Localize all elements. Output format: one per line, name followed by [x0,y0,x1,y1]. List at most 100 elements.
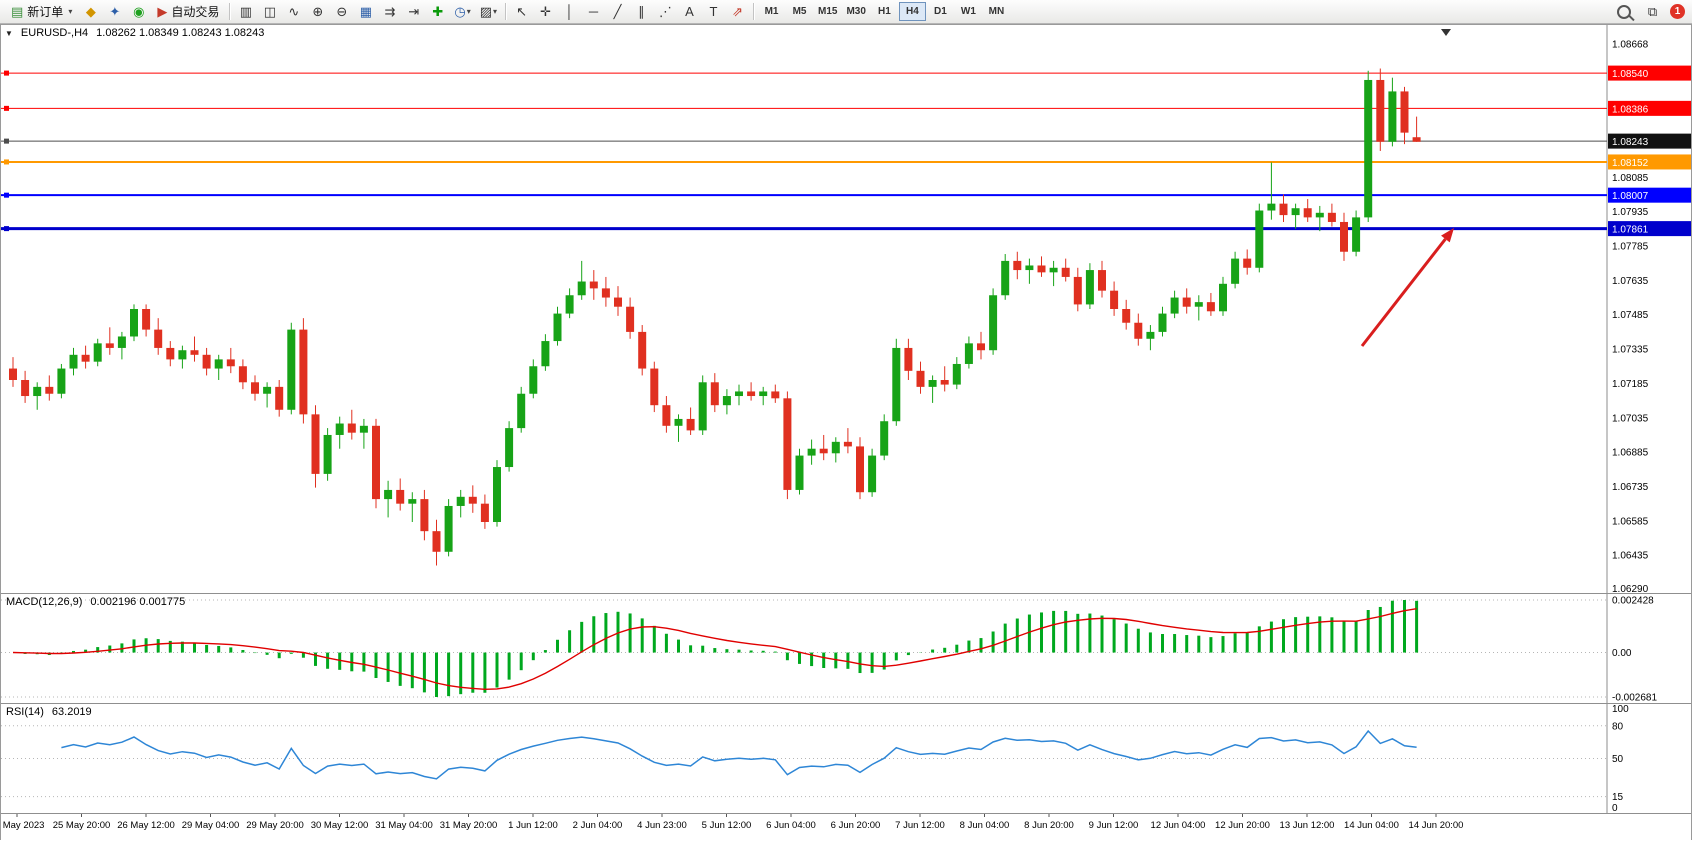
chart-shift-button[interactable]: ⇥ [402,1,425,22]
macd-axis-label: 0.002428 [1612,596,1654,607]
time-axis-label: 4 Jun 23:00 [637,820,687,831]
price-axis-label: 1.06290 [1612,584,1649,593]
chevron-down-icon: ▾ [68,7,73,16]
terminal-icon: ◉ [133,4,145,19]
autotrading-button[interactable]: ▶ 自动交易 [151,1,225,22]
line-chart-button[interactable]: ∿ [282,1,305,22]
time-axis-label: 9 Jun 12:00 [1089,820,1139,831]
navigator-button[interactable]: ✦ [103,1,126,22]
text-tool-button[interactable]: A [678,1,701,22]
time-axis-label: 25 May 20:00 [53,820,111,831]
timeframe-m5-button[interactable]: M5 [786,2,813,21]
indicators-icon: ✚ [432,4,444,19]
timeframe-w1-button[interactable]: W1 [955,2,982,21]
time-axis-label: 1 Jun 12:00 [508,820,558,831]
panel-divider-macd[interactable] [1,593,1691,594]
zoom-out-button[interactable]: ⊖ [330,1,353,22]
price-axis-label: 1.07335 [1612,345,1649,356]
chart-menu-caret-icon[interactable]: ▼ [5,28,13,38]
time-axis-label: 14 Jun 04:00 [1344,820,1399,831]
bar-chart-button[interactable]: ▥ [234,1,257,22]
time-axis-label: 2 Jun 04:00 [573,820,623,831]
main-chart-canvas[interactable]: 1.08668 1.08085 1.07935 1.07785 1.07635 1.074… [1,25,1691,593]
symbol-timeframe-label: EURUSD-,H4 [20,27,89,39]
autotrading-label: 自动交易 [171,5,220,19]
resistance-line-2[interactable]: 1.08386 [1,100,1691,116]
fibonacci-button[interactable]: ⋰ [654,1,677,22]
terminal-button[interactable]: ◉ [127,1,150,22]
support-line-1[interactable]: 1.08007 [1,187,1691,203]
resistance-line-1[interactable]: 1.08540 [1,65,1691,81]
support-line-2[interactable]: 1.07861 [1,221,1691,237]
pivot-line[interactable]: 1.08152 [1,154,1691,170]
price-axis-label: 1.07485 [1612,310,1649,321]
time-axis[interactable]: 25 May 2023 25 May 20:00 26 May 12:00 29 Ma… [0,813,1691,842]
line-handle[interactable] [4,192,9,198]
line-handle[interactable] [4,138,9,144]
price-axis-label: 1.08668 [1612,39,1649,50]
templates-button[interactable]: ▨ ▾ [476,1,501,22]
line-handle[interactable] [4,105,9,111]
time-axis-label: 13 Jun 12:00 [1280,820,1335,831]
line-handle[interactable] [4,159,9,165]
new-order-icon: ▤ [11,4,24,19]
equidistant-channel-button[interactable]: ∥ [630,1,653,22]
timeframe-m30-button[interactable]: M30 [842,2,869,21]
chevron-down-icon: ▾ [466,7,471,16]
arrow-tool-button[interactable]: ⇗ [726,1,749,22]
time-axis-label: 31 May 20:00 [440,820,498,831]
bar-chart-icon: ▥ [239,4,252,19]
crosshair-icon: ✛ [540,4,551,19]
candlestick-chart-button[interactable]: ◫ [258,1,281,22]
line-handle[interactable] [4,70,9,76]
trendline-button[interactable]: ╱ [606,1,629,22]
price-axis-label: 1.07785 [1612,242,1649,253]
rsi-axis-label: 50 [1612,754,1624,765]
chart-shift-marker[interactable] [1441,29,1451,36]
crosshair-button[interactable]: ✛ [534,1,557,22]
timeframe-m15-button[interactable]: M15 [814,2,841,21]
periods-button[interactable]: ◷ ▾ [450,1,474,22]
panel-divider-rsi[interactable] [1,703,1691,704]
timeframe-mn-button[interactable]: MN [983,2,1010,21]
time-axis-label: 5 Jun 12:00 [702,820,752,831]
line-handle[interactable] [4,226,9,232]
bid-price-line[interactable]: 1.08243 [1,133,1691,149]
macd-canvas[interactable]: 0.002428 0.00 -0.002681 [1,594,1691,703]
cursor-button[interactable]: ↖ [510,1,533,22]
notification-badge[interactable]: 1 [1670,4,1685,19]
vertical-line-icon: │ [565,4,574,19]
price-axis-label: 1.06585 [1612,516,1649,527]
indicators-button[interactable]: ✚ [426,1,449,22]
timeframe-toolbar-group: M1 M5 M15 M30 H1 H4 D1 W1 MN [758,2,1010,21]
timeframe-m1-button[interactable]: M1 [758,2,785,21]
horizontal-line-button[interactable]: ─ [582,1,605,22]
toolbar-separator [753,3,755,20]
tile-windows-button[interactable]: ▦ [354,1,377,22]
new-order-label: 新订单 [27,5,64,19]
trend-arrow[interactable] [1360,228,1454,347]
auto-scroll-button[interactable]: ⇉ [378,1,401,22]
price-axis-label: 1.06735 [1612,482,1649,493]
zoom-in-button[interactable]: ⊕ [306,1,329,22]
rsi-axis-label: 15 [1612,792,1624,803]
search-button[interactable] [1612,1,1635,22]
timeframe-d1-button[interactable]: D1 [927,2,954,21]
label-tool-button[interactable]: T [702,1,725,22]
price-axis-label: 1.07035 [1612,413,1649,424]
chart-window: 1.08668 1.08085 1.07935 1.07785 1.07635 1.074… [0,24,1692,842]
new-order-button[interactable]: ▤ 新订单 ▾ [5,1,78,22]
new-window-button[interactable]: ⧉ [1641,1,1664,22]
main-toolbar: ▤ 新订单 ▾ ◆ ✦ ◉ ▶ 自动交易 ▥ ◫ ∿ ⊕ [0,0,1692,24]
time-axis-label: 12 Jun 20:00 [1215,820,1270,831]
time-axis-canvas[interactable]: 25 May 2023 25 May 20:00 26 May 12:00 29 Ma… [0,814,1691,837]
vertical-line-button[interactable]: │ [558,1,581,22]
market-watch-button[interactable]: ◆ [79,1,102,22]
time-axis-label: 8 Jun 20:00 [1024,820,1074,831]
macd-axis-label: 0.00 [1612,648,1632,659]
price-axis-label: 1.07185 [1612,379,1649,390]
text-tool-icon: A [685,4,694,19]
timeframe-h1-button[interactable]: H1 [871,2,898,21]
rsi-canvas[interactable]: 100 80 50 150 [1,704,1691,813]
timeframe-h4-button[interactable]: H4 [898,2,926,21]
